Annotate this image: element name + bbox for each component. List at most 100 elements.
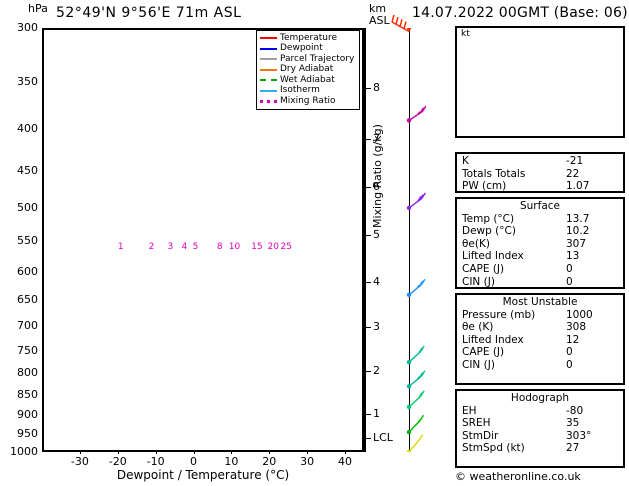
height-tick-label: 8 <box>373 81 380 95</box>
legend-swatch <box>260 89 277 92</box>
temperature-tick-label: -20 <box>108 455 127 468</box>
pressure-tick-label: 450 <box>17 163 38 177</box>
wind-barb <box>406 278 426 298</box>
row-value: 0 <box>566 346 573 359</box>
row-label: K <box>462 155 469 167</box>
height-tick-label: 7 <box>373 131 380 145</box>
row-value: -21 <box>566 155 584 167</box>
panel-title: Most Unstable <box>502 296 578 308</box>
pressure-tick-label: 850 <box>17 387 38 401</box>
legend-label: Temperature <box>280 32 338 43</box>
temperature-tick-label: 30 <box>300 455 315 468</box>
row-value: 0 <box>566 275 573 288</box>
hodograph-row: SREH 35 <box>457 417 623 430</box>
wind-barb <box>406 28 412 31</box>
pressure-tick-label: 900 <box>17 407 38 421</box>
mixing-ratio-label: 8 <box>216 242 223 253</box>
row-value: 12 <box>566 333 580 346</box>
pressure-tick-label: 550 <box>17 234 38 248</box>
wind-barb-column <box>406 28 427 452</box>
index-row: K -21 <box>457 155 623 168</box>
mixing-ratio-label: 25 <box>280 242 292 253</box>
wind-barb <box>406 370 426 389</box>
temperature-tick-label: -10 <box>146 455 165 468</box>
mixing-ratio-label: 3 <box>167 242 174 253</box>
surface-panel: Surface Temp (°C) 13.7 Dewp (°C) 10.2 θe(K) 30… <box>455 197 625 289</box>
pressure-unit-label: hPa <box>28 2 48 15</box>
panel-title: Surface <box>519 200 560 212</box>
hodograph-row: EH -80 <box>457 405 623 418</box>
legend-swatch <box>260 99 277 103</box>
index-row: PW (cm) 1.07 <box>457 180 623 193</box>
panel-title: Hodograph <box>510 392 570 404</box>
height-tick <box>364 281 371 283</box>
row-value: 1.07 <box>566 180 590 193</box>
height-axis-line <box>364 28 366 452</box>
mixing-ratio-label: 20 <box>267 242 279 253</box>
height-tick <box>364 371 371 373</box>
row-label: Dewp (°C) <box>462 225 516 238</box>
wind-barb <box>406 192 427 211</box>
height-tick-label: 3 <box>373 319 380 333</box>
row-label: CAPE (J) <box>462 262 505 275</box>
hodograph-stats-panel: Hodograph EH -80 SREH 35 StmDir 303° StmSpd (kt… <box>455 389 625 468</box>
legend-label: Parcel Trajectory <box>280 53 355 64</box>
mixing-ratio-label: 1 <box>117 242 124 253</box>
legend-swatch <box>260 58 277 61</box>
legend-item: Dewpoint <box>260 44 356 55</box>
legend-label: Dry Adiabat <box>280 64 334 75</box>
temperature-tick <box>269 450 271 454</box>
row-value: 27 <box>566 442 580 455</box>
row-label: Pressure (mb) <box>462 308 536 321</box>
temperature-tick <box>307 450 309 454</box>
height-tick <box>364 88 371 90</box>
row-label: θe (K) <box>462 321 494 334</box>
pressure-tick-label: 950 <box>17 426 38 440</box>
most-unstable-row: Pressure (mb) 1000 <box>457 309 623 322</box>
indices-panel: K -21 Totals Totals 22 PW (cm) 1.07 <box>455 152 625 193</box>
pressure-tick-label: 1000 <box>10 445 38 458</box>
height-tick-label: 4 <box>373 274 380 288</box>
hodograph-row: StmSpd (kt) 27 <box>457 442 623 455</box>
mixing-ratio-label: 10 <box>228 242 241 253</box>
wind-barb <box>406 105 427 123</box>
surface-row: CAPE (J) 0 <box>457 263 623 276</box>
height-tick <box>364 235 371 237</box>
wind-barb <box>406 345 425 365</box>
row-label: θe(K) <box>462 237 490 250</box>
row-value: 13.7 <box>566 212 590 225</box>
height-tick <box>364 138 371 140</box>
wind-barb <box>406 414 425 435</box>
row-label: Temp (°C) <box>462 212 515 225</box>
pressure-tick-label: 600 <box>17 265 38 279</box>
height-tick-label: 5 <box>373 228 380 242</box>
surface-row: Temp (°C) 13.7 <box>457 213 623 226</box>
temperature-tick-label: -30 <box>70 455 89 468</box>
lcl-label: LCL <box>373 430 393 444</box>
pressure-tick-label: 650 <box>17 293 38 307</box>
temperature-tick <box>231 450 233 454</box>
wind-barb <box>406 434 424 452</box>
row-value: 22 <box>566 167 580 180</box>
most-unstable-panel: Most Unstable Pressure (mb) 1000 θe (K) 308 L… <box>455 293 625 385</box>
row-label: Lifted Index <box>462 333 524 346</box>
hodograph-frame <box>455 26 625 138</box>
lcl-tick <box>364 437 371 439</box>
row-value: 13 <box>566 250 580 263</box>
height-unit-label: km <box>369 2 387 15</box>
temperature-tick <box>155 450 157 454</box>
legend-label: Dewpoint <box>280 43 323 54</box>
height-tick-label: 2 <box>373 364 380 378</box>
legend-swatch <box>260 47 277 50</box>
temperature-tick <box>79 450 81 454</box>
row-label: Lifted Index <box>462 250 524 263</box>
legend-swatch <box>260 68 277 71</box>
temperature-tick <box>193 450 195 454</box>
pressure-tick-label: 400 <box>17 122 38 136</box>
row-value: 35 <box>566 417 580 430</box>
legend-label: Wet Adiabat <box>280 74 335 85</box>
row-value: 303° <box>566 429 592 442</box>
row-value: 307 <box>566 237 587 250</box>
height-tick-label: 6 <box>373 180 380 194</box>
temperature-tick-label: 40 <box>338 455 353 468</box>
